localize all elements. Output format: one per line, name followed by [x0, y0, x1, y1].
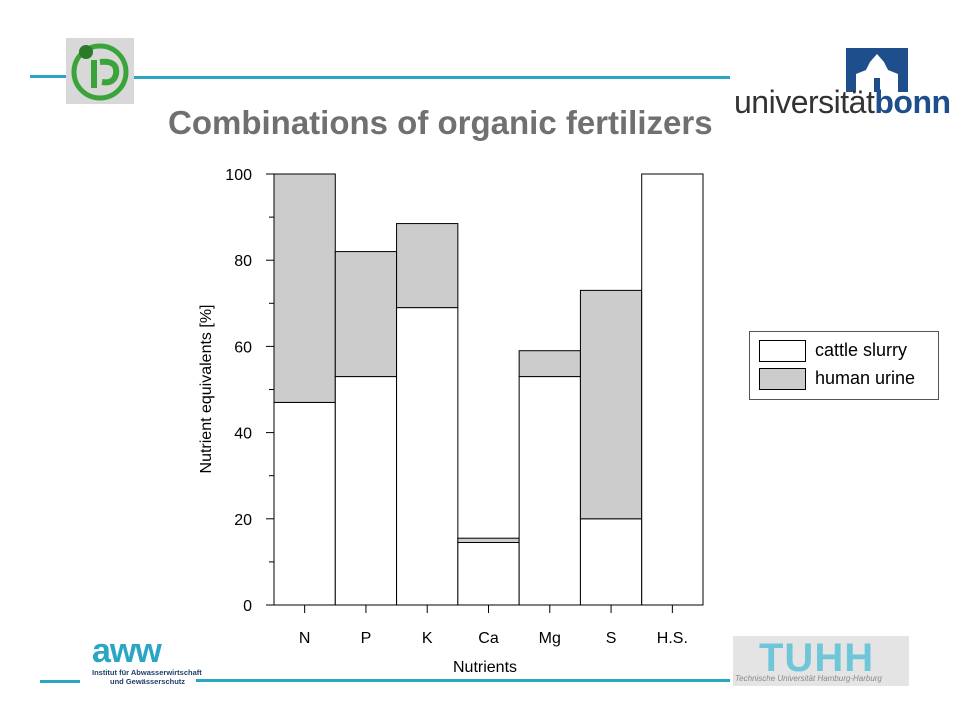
- y-tick-label: 80: [234, 253, 252, 270]
- header-rule: [134, 76, 730, 79]
- bar-s-cattle-slurry: [579, 518, 643, 606]
- y-tick-label: 40: [234, 426, 252, 443]
- y-tick-label: 20: [234, 512, 252, 529]
- bar-ca-cattle-slurry: [457, 542, 520, 606]
- legend-label-cattle-slurry: cattle slurry: [815, 340, 908, 360]
- bonn-building-icon: [846, 48, 908, 92]
- x-tick-label: N: [299, 630, 311, 647]
- bar-s-human-urine: [579, 289, 643, 520]
- x-tick-label: H.S.: [657, 630, 688, 647]
- ipe-logo-graphic: [71, 43, 129, 101]
- bar-hs-cattle-slurry: [641, 173, 704, 606]
- legend-label-human-urine: human urine: [815, 368, 916, 388]
- tuhh-logo-word: TUHH: [759, 636, 875, 680]
- x-axis-title: Nutrients: [453, 659, 517, 676]
- legend-swatch-human-urine: [759, 368, 806, 390]
- ipe-logo: [66, 38, 134, 104]
- bonn-logo-text: universitätbonn: [734, 84, 951, 120]
- axes-group: 0 20 40 60 80 100 N P K Ca Mg S H.S.: [225, 167, 703, 647]
- y-tick-label: 60: [234, 339, 252, 356]
- x-tick-label: Ca: [478, 630, 499, 647]
- universitaet-bonn-logo: universitätbonn: [734, 44, 951, 120]
- aww-logo: aww Institut für Abwasserwirtschaft und …: [88, 632, 202, 686]
- aww-logo-line2: und Gewässerschutz: [110, 677, 186, 686]
- chart-legend: cattle slurry human urine: [749, 331, 939, 400]
- bar-mg-human-urine: [518, 350, 581, 378]
- footer-rule: [196, 679, 730, 682]
- bars-group: [273, 173, 704, 606]
- x-tick-label: Mg: [539, 630, 561, 647]
- bar-mg-cattle-slurry: [518, 376, 581, 606]
- aww-logo-line1: Institut für Abwasserwirtschaft: [92, 668, 202, 677]
- x-tick-label: S: [606, 630, 617, 647]
- y-tick-label: 0: [243, 598, 252, 615]
- y-axis-title: Nutrient equivalents [%]: [198, 305, 215, 474]
- bar-p-human-urine: [334, 251, 398, 378]
- bar-n-human-urine: [273, 173, 336, 403]
- bar-k-human-urine: [396, 223, 459, 309]
- tuhh-logo-subtitle: Technische Universität Hamburg-Harburg: [735, 674, 882, 683]
- x-tick-label: K: [422, 630, 433, 647]
- slide-title: Combinations of organic fertilizers: [168, 104, 713, 141]
- aww-logo-word: aww: [92, 632, 162, 670]
- tuhh-logo: TUHH Technische Universität Hamburg-Harb…: [733, 636, 909, 686]
- y-tick-label: 100: [225, 167, 252, 184]
- bar-p-cattle-slurry: [334, 376, 398, 606]
- x-tick-label: P: [361, 630, 372, 647]
- bar-k-cattle-slurry: [396, 307, 459, 606]
- footer-rule-left: [40, 680, 80, 683]
- legend-swatch-cattle-slurry: [759, 340, 806, 362]
- bar-ca-human-urine: [457, 537, 520, 544]
- bar-n-cattle-slurry: [273, 401, 336, 606]
